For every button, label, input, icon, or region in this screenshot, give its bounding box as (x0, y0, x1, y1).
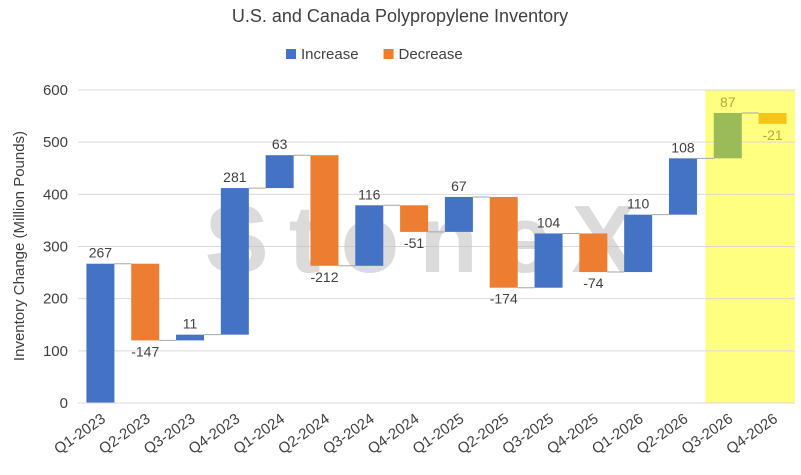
bar (624, 214, 653, 273)
bar (220, 188, 249, 335)
legend-label: Increase (301, 46, 359, 63)
data-label: -174 (490, 291, 518, 307)
legend-swatch (286, 49, 296, 59)
chart-title: U.S. and Canada Polypropylene Inventory (232, 6, 568, 26)
y-tick-label: 500 (43, 134, 68, 151)
data-label: 67 (451, 178, 467, 194)
data-label: -212 (310, 269, 338, 285)
bar (579, 233, 608, 273)
data-label: -21 (762, 127, 782, 143)
data-label: 104 (537, 214, 561, 230)
bar (713, 112, 742, 159)
data-label: 110 (627, 196, 650, 212)
bar (355, 205, 384, 266)
y-tick-label: 300 (43, 239, 68, 256)
data-label: -74 (583, 275, 603, 291)
bar (534, 233, 563, 288)
y-axis-label: Inventory Change (Million Pounds) (11, 131, 28, 361)
watermark: StoneX (205, 186, 656, 293)
legend-swatch (383, 49, 394, 59)
y-tick-label: 400 (43, 186, 68, 203)
data-label: -51 (404, 235, 424, 251)
bar (444, 196, 473, 232)
y-tick-label: 200 (43, 291, 68, 308)
bar (489, 196, 518, 288)
bar (131, 263, 160, 341)
bar (265, 155, 294, 189)
bar (758, 112, 787, 124)
bar (310, 155, 339, 266)
y-tick-label: 100 (43, 343, 68, 360)
data-label: 11 (183, 316, 198, 332)
y-tick-label: 0 (60, 395, 68, 412)
bar (176, 334, 205, 341)
data-label: 108 (671, 139, 695, 155)
bar (86, 263, 115, 403)
data-label: 267 (89, 245, 113, 261)
y-tick-label: 600 (43, 82, 68, 99)
data-label: 281 (223, 169, 247, 185)
data-label: 116 (358, 186, 381, 202)
legend-label: Decrease (399, 46, 463, 63)
bar (400, 205, 429, 232)
data-label: 63 (272, 136, 288, 152)
data-label: 87 (720, 94, 736, 110)
bar (668, 158, 697, 215)
data-label: -147 (131, 343, 159, 359)
